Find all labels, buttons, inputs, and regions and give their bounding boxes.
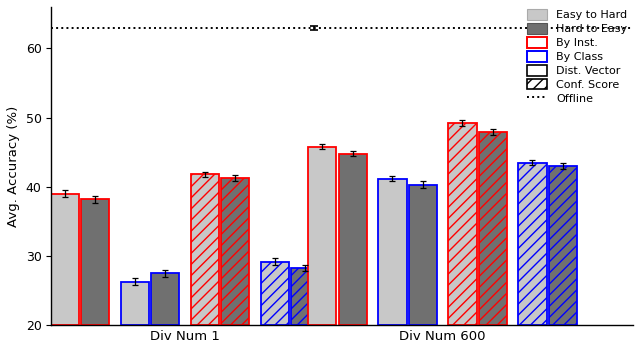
Bar (548, 166, 577, 325)
Bar (408, 185, 437, 325)
Bar (291, 268, 319, 325)
Bar (339, 154, 367, 325)
Bar (518, 163, 547, 325)
Legend: Easy to Hard, Hard to Easy, By Inst., By Class, Dist. Vector, Conf. Score, Offli: Easy to Hard, Hard to Easy, By Inst., By… (527, 9, 627, 104)
Bar (221, 178, 250, 325)
Bar (191, 174, 219, 325)
Bar (151, 273, 179, 325)
Bar (378, 178, 406, 325)
Bar (260, 261, 289, 325)
Bar (308, 147, 337, 325)
Y-axis label: Avg. Accuracy (%): Avg. Accuracy (%) (7, 105, 20, 227)
Bar (81, 199, 109, 325)
Bar (51, 194, 79, 325)
Bar (448, 123, 477, 325)
Bar (121, 282, 149, 325)
Bar (479, 132, 507, 325)
